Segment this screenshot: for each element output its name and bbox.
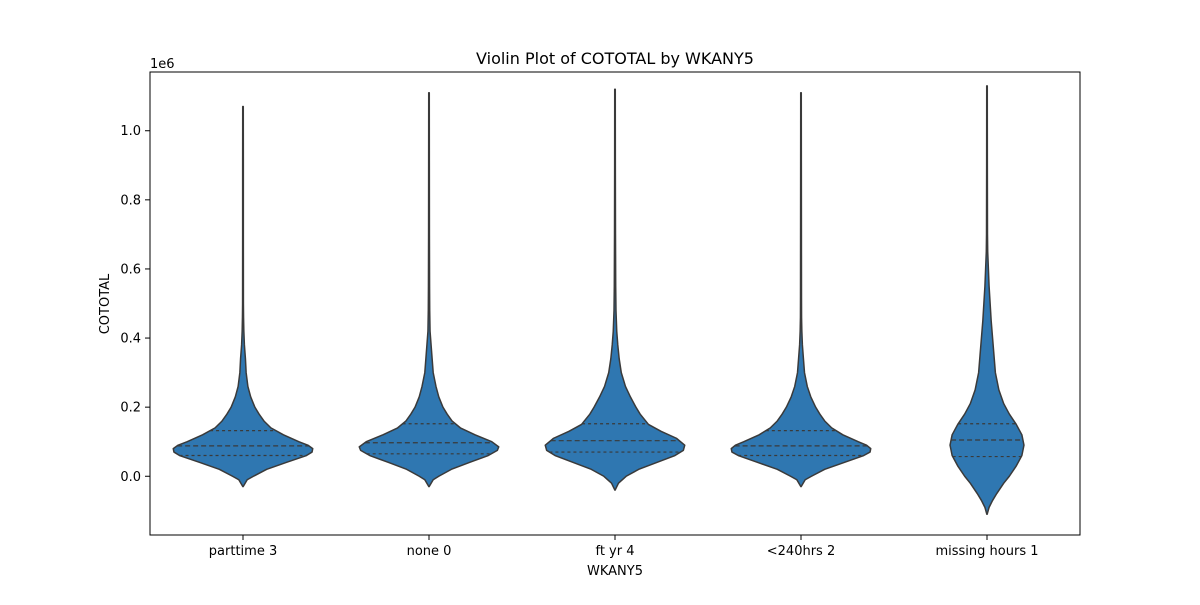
y-axis-offset-label: 1e6 (150, 57, 175, 72)
y-tick-label: 0.6 (120, 262, 141, 277)
y-tick-label: 0.4 (120, 332, 141, 347)
violin-body (358, 91, 500, 488)
x-axis: parttime 3 none 0 ft yr 4 <240hrs 2 missing … (209, 535, 1039, 559)
violin-body (544, 88, 686, 491)
violin-3 (730, 91, 872, 488)
violin-4 (949, 85, 1025, 516)
x-axis-label: WKANY5 (587, 564, 643, 579)
violin-1 (358, 91, 500, 488)
violin-2 (544, 88, 686, 491)
violin-body (172, 105, 314, 488)
violin-body (730, 91, 872, 488)
y-tick-label: 0.2 (120, 401, 141, 416)
y-axis: 0.0 0.2 0.4 0.6 0.8 1.0 (120, 124, 150, 485)
y-tick-label: 0.0 (120, 470, 141, 485)
y-tick-label: 0.8 (120, 193, 141, 208)
violins-layer (172, 85, 1025, 516)
x-tick-label: <240hrs 2 (767, 544, 835, 559)
violin-body (949, 85, 1025, 516)
x-tick-label: ft yr 4 (595, 544, 634, 559)
x-tick-label: none 0 (407, 544, 452, 559)
x-tick-label: missing hours 1 (935, 544, 1038, 559)
chart-title: Violin Plot of COTOTAL by WKANY5 (476, 49, 754, 68)
violin-0 (172, 105, 314, 488)
x-tick-label: parttime 3 (209, 544, 277, 559)
y-tick-label: 1.0 (120, 124, 141, 139)
y-axis-label: COTOTAL (98, 273, 113, 334)
